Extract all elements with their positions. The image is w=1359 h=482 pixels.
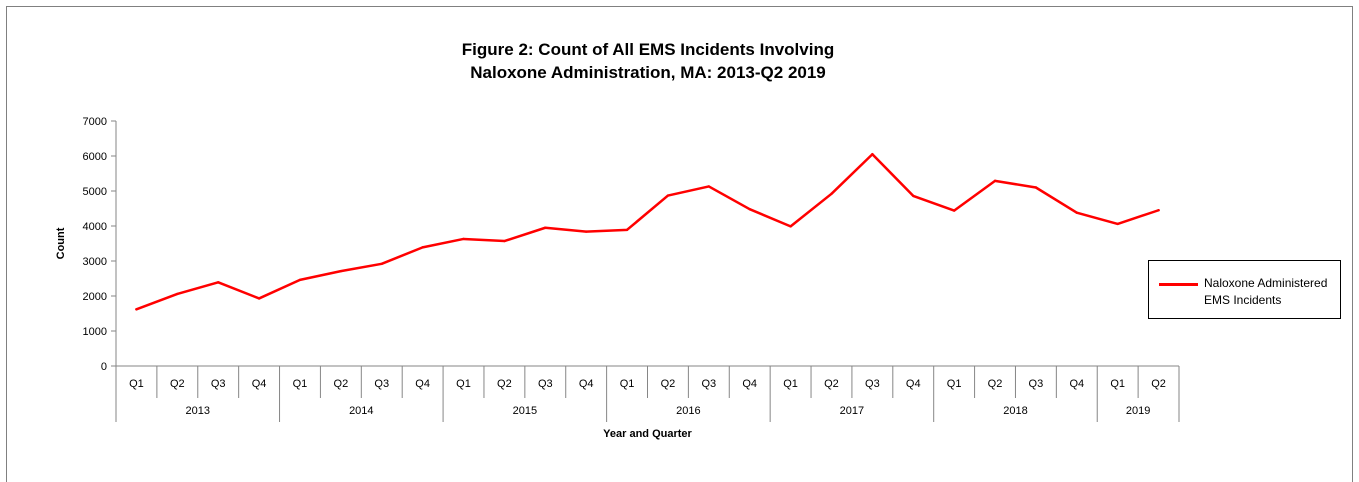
x-year-label: 2019 [1126, 405, 1150, 417]
x-quarter-label: Q1 [947, 378, 962, 390]
y-tick-label: 5000 [83, 186, 107, 198]
x-quarter-label: Q1 [456, 378, 471, 390]
x-quarter-label: Q3 [374, 378, 389, 390]
data-point [380, 262, 383, 265]
chart-title: Figure 2: Count of All EMS Incidents Inv… [0, 38, 1296, 84]
data-point [503, 239, 506, 243]
legend-swatch [1159, 283, 1198, 286]
y-tick-label: 0 [101, 361, 107, 373]
y-tick-label: 6000 [83, 151, 107, 163]
data-point [298, 278, 302, 282]
data-point [830, 192, 833, 195]
chart-title-line-2: Naloxone Administration, MA: 2013-Q2 201… [470, 63, 826, 82]
y-tick-label: 1000 [83, 326, 107, 338]
x-quarter-label: Q4 [906, 378, 921, 390]
data-point [871, 153, 874, 156]
legend: Naloxone Administered EMS Incidents [1148, 260, 1341, 319]
y-axis-title: Count [55, 227, 67, 259]
data-point [912, 194, 915, 198]
y-tick-label: 7000 [83, 116, 107, 128]
data-point [135, 308, 138, 311]
x-quarter-label: Q2 [661, 378, 676, 390]
x-quarter-label: Q2 [824, 378, 839, 390]
x-quarter-label: Q2 [170, 378, 185, 390]
legend-label: Naloxone Administered EMS Incidents [1204, 276, 1328, 307]
x-quarter-label: Q2 [497, 378, 512, 390]
x-quarter-label: Q3 [701, 378, 716, 390]
x-year-label: 2016 [676, 405, 700, 417]
x-quarter-label: Q3 [538, 378, 553, 390]
data-point [257, 297, 261, 300]
series-line [135, 153, 1160, 311]
x-quarter-label: Q4 [579, 378, 594, 390]
chart-frame [6, 6, 1353, 482]
data-point [993, 179, 997, 183]
x-quarter-label: Q3 [211, 378, 226, 390]
data-point [217, 281, 220, 284]
data-point [1157, 209, 1160, 212]
x-quarter-label: Q1 [783, 378, 798, 390]
chart-title-line-1: Figure 2: Count of All EMS Incidents Inv… [461, 40, 835, 59]
data-point [748, 208, 751, 211]
data-point [544, 226, 547, 229]
x-quarter-label: Q4 [1069, 378, 1084, 390]
data-point [176, 292, 179, 296]
data-point [666, 194, 670, 197]
x-quarter-label: Q1 [620, 378, 635, 390]
x-year-label: 2014 [349, 405, 373, 417]
x-quarter-label: Q4 [415, 378, 430, 390]
data-point [707, 185, 711, 188]
x-quarter-label: Q2 [1151, 378, 1166, 390]
x-quarter-label: Q2 [988, 378, 1003, 390]
data-point [584, 230, 588, 233]
data-point [1034, 186, 1038, 189]
x-axis-title: Year and Quarter [603, 428, 692, 440]
data-point [1075, 211, 1078, 214]
data-point [1116, 222, 1119, 226]
x-year-label: 2013 [186, 405, 210, 417]
data-point [789, 225, 792, 228]
x-quarter-label: Q1 [293, 378, 308, 390]
data-point [952, 209, 956, 212]
y-tick-label: 2000 [83, 291, 107, 303]
x-quarter-label: Q4 [252, 378, 267, 390]
data-point [462, 237, 465, 241]
x-year-label: 2018 [1003, 405, 1027, 417]
x-quarter-label: Q3 [865, 378, 880, 390]
x-quarter-label: Q1 [129, 378, 144, 390]
x-year-label: 2017 [840, 405, 864, 417]
x-quarter-label: Q2 [334, 378, 349, 390]
y-tick-label: 4000 [83, 221, 107, 233]
x-quarter-label: Q3 [1029, 378, 1044, 390]
x-quarter-label: Q1 [1110, 378, 1125, 390]
y-tick-label: 3000 [83, 256, 107, 268]
data-point [421, 246, 424, 249]
data-point [339, 269, 343, 273]
x-quarter-label: Q4 [742, 378, 757, 390]
data-point [625, 228, 629, 232]
x-year-label: 2015 [513, 405, 537, 417]
